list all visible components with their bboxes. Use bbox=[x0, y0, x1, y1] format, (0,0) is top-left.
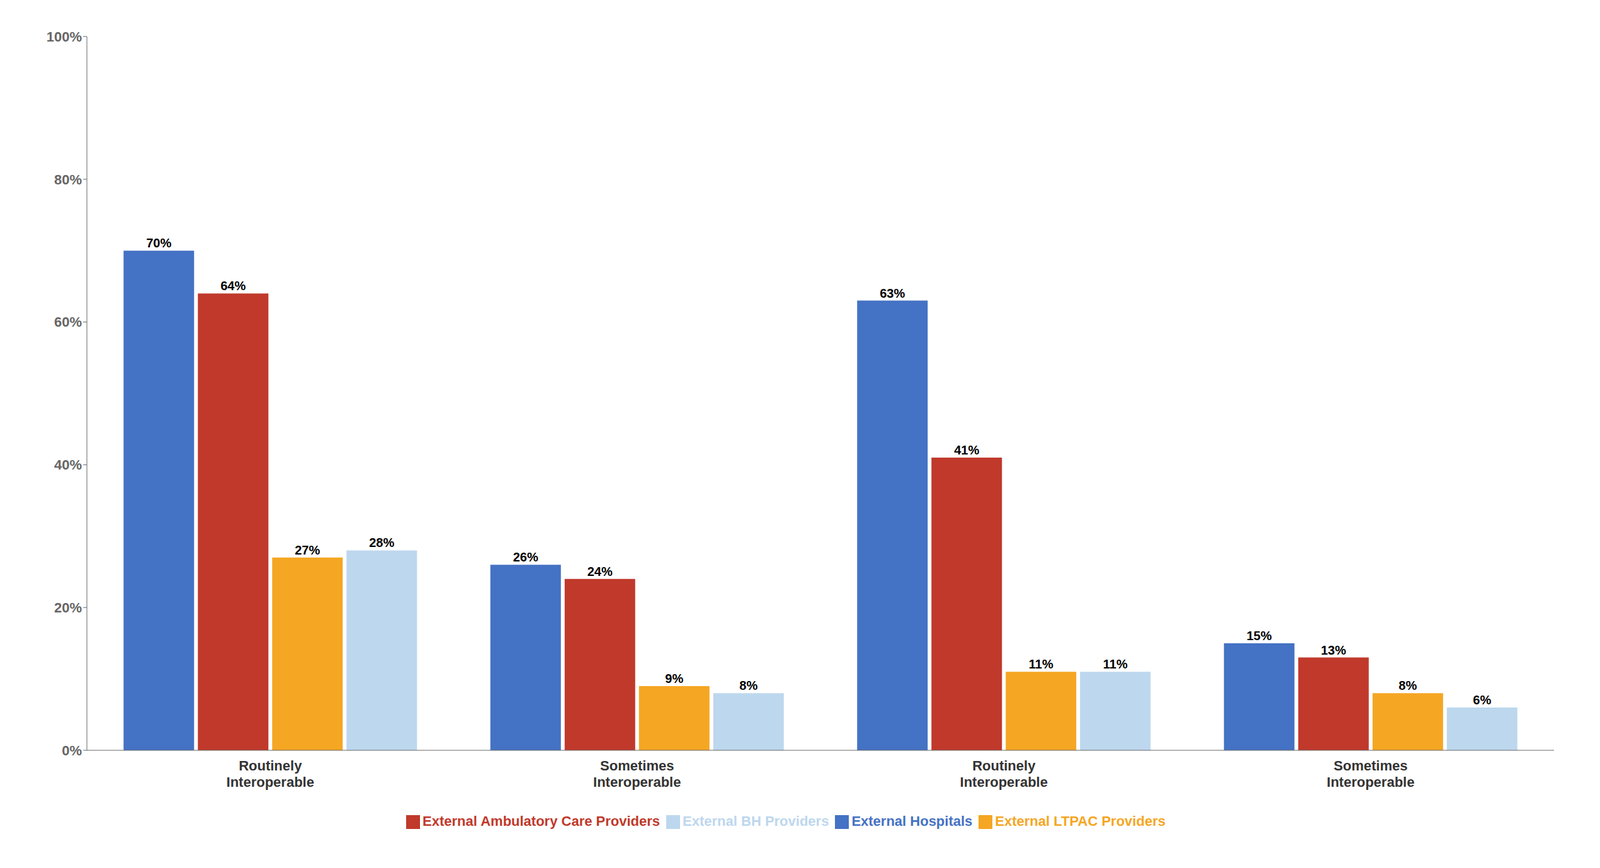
html-text:External Hospitals: External Hospitals bbox=[851, 813, 973, 830]
svg-text:0%: 0% bbox=[61, 743, 82, 759]
svg-text:8%: 8% bbox=[1398, 678, 1417, 693]
svg-text:26%: 26% bbox=[513, 550, 539, 565]
svg-text:60%: 60% bbox=[54, 314, 82, 330]
svg-text:13%: 13% bbox=[1321, 643, 1347, 658]
svg-text:8%: 8% bbox=[739, 678, 758, 693]
svg-text:11%: 11% bbox=[1103, 657, 1128, 672]
html-text:External BH Providers: External BH Providers bbox=[682, 813, 829, 830]
svg-text:70%: 70% bbox=[146, 236, 172, 250]
svg-text:64%: 64% bbox=[220, 278, 246, 293]
html-text:External LTPAC Providers: External LTPAC Providers bbox=[995, 813, 1166, 830]
svg-text:6%: 6% bbox=[1472, 693, 1492, 708]
svg-text:40%: 40% bbox=[54, 457, 82, 473]
svg-text:41%: 41% bbox=[953, 443, 980, 458]
html-text:External Ambulatory Care Provi: External Ambulatory Care Providers bbox=[422, 813, 660, 830]
svg-text:80%: 80% bbox=[54, 171, 82, 188]
svg-text:63%: 63% bbox=[879, 286, 905, 301]
svg-text:27%: 27% bbox=[294, 543, 320, 558]
svg-text:15%: 15% bbox=[1246, 629, 1272, 643]
svg-text:RoutinelyInteroperable: RoutinelyInteroperable bbox=[960, 758, 1048, 791]
svg-text:RoutinelyInteroperable: RoutinelyInteroperable bbox=[226, 758, 315, 791]
svg-text:100%: 100% bbox=[46, 28, 82, 45]
svg-text:28%: 28% bbox=[368, 535, 395, 550]
svg-text:SometimesInteroperable: SometimesInteroperable bbox=[1326, 758, 1415, 791]
svg-text:9%: 9% bbox=[664, 671, 684, 686]
svg-text:11%: 11% bbox=[1028, 657, 1054, 672]
svg-text:SometimesInteroperable: SometimesInteroperable bbox=[593, 758, 681, 791]
svg-text:20%: 20% bbox=[54, 600, 82, 616]
svg-text:24%: 24% bbox=[587, 564, 613, 579]
